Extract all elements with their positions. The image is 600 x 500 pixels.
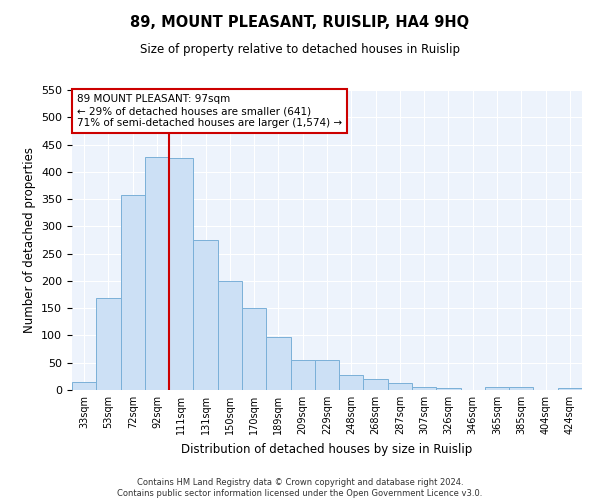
Bar	[145, 156, 169, 390]
Bar	[218, 281, 242, 390]
Y-axis label: Number of detached properties: Number of detached properties	[23, 147, 35, 333]
Bar	[412, 388, 436, 390]
Bar	[169, 158, 193, 390]
Bar	[509, 388, 533, 390]
Bar	[242, 308, 266, 390]
Bar	[72, 382, 96, 390]
Bar	[121, 194, 145, 390]
Bar	[388, 383, 412, 390]
Bar	[485, 388, 509, 390]
Bar	[290, 360, 315, 390]
Text: 89, MOUNT PLEASANT, RUISLIP, HA4 9HQ: 89, MOUNT PLEASANT, RUISLIP, HA4 9HQ	[130, 15, 470, 30]
Text: Contains HM Land Registry data © Crown copyright and database right 2024.
Contai: Contains HM Land Registry data © Crown c…	[118, 478, 482, 498]
Bar	[315, 360, 339, 390]
Bar	[558, 388, 582, 390]
Bar	[193, 240, 218, 390]
Bar	[339, 374, 364, 390]
Text: 89 MOUNT PLEASANT: 97sqm
← 29% of detached houses are smaller (641)
71% of semi-: 89 MOUNT PLEASANT: 97sqm ← 29% of detach…	[77, 94, 342, 128]
Bar	[436, 388, 461, 390]
Bar	[364, 378, 388, 390]
Bar	[96, 298, 121, 390]
Text: Size of property relative to detached houses in Ruislip: Size of property relative to detached ho…	[140, 42, 460, 56]
X-axis label: Distribution of detached houses by size in Ruislip: Distribution of detached houses by size …	[181, 442, 473, 456]
Bar	[266, 337, 290, 390]
